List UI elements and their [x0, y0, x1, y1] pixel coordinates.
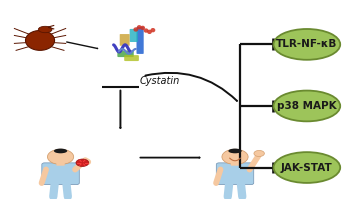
Text: p38 MAPK: p38 MAPK: [277, 101, 337, 111]
Text: Cystatin: Cystatin: [140, 76, 180, 86]
FancyBboxPatch shape: [216, 163, 254, 185]
Ellipse shape: [147, 30, 152, 34]
Ellipse shape: [38, 26, 52, 33]
Ellipse shape: [137, 25, 142, 29]
Circle shape: [47, 149, 74, 164]
Ellipse shape: [26, 30, 55, 50]
FancyArrowPatch shape: [145, 73, 237, 101]
FancyBboxPatch shape: [124, 55, 139, 61]
Circle shape: [76, 159, 89, 166]
Ellipse shape: [140, 26, 145, 30]
FancyBboxPatch shape: [42, 163, 79, 185]
Ellipse shape: [228, 149, 242, 153]
Ellipse shape: [144, 28, 148, 33]
Ellipse shape: [273, 29, 340, 60]
Ellipse shape: [273, 152, 340, 183]
FancyBboxPatch shape: [56, 160, 65, 166]
Text: TLR-NF-κB: TLR-NF-κB: [276, 39, 338, 49]
Ellipse shape: [151, 28, 155, 32]
Ellipse shape: [54, 149, 67, 153]
FancyBboxPatch shape: [117, 51, 134, 57]
Circle shape: [254, 150, 264, 157]
Ellipse shape: [134, 27, 138, 32]
Ellipse shape: [273, 91, 340, 121]
FancyBboxPatch shape: [130, 29, 138, 42]
Circle shape: [222, 149, 248, 164]
FancyBboxPatch shape: [120, 34, 130, 46]
FancyBboxPatch shape: [137, 27, 144, 54]
Text: JAK-STAT: JAK-STAT: [281, 163, 333, 173]
FancyBboxPatch shape: [231, 160, 239, 166]
